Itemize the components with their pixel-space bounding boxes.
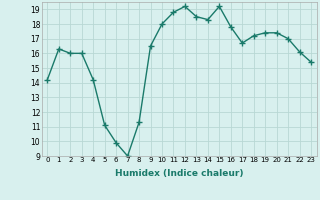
X-axis label: Humidex (Indice chaleur): Humidex (Indice chaleur) — [115, 169, 244, 178]
